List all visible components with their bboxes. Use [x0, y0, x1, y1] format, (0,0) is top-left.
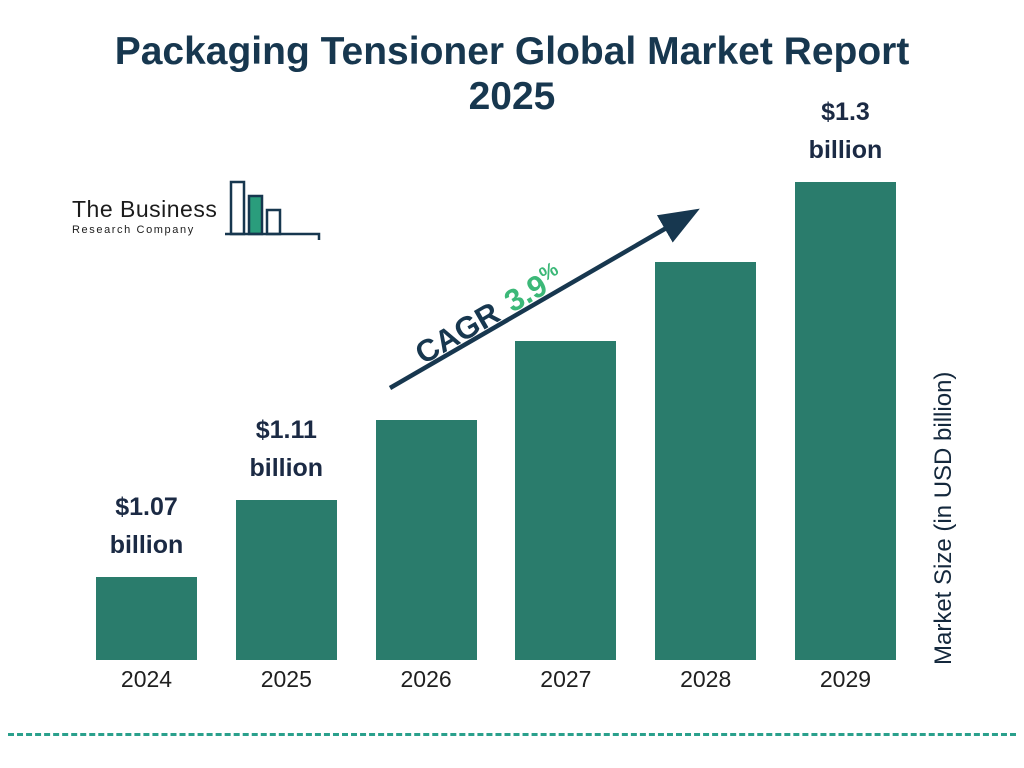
bar-2027	[515, 341, 617, 660]
page-title-line2: 2025	[468, 74, 556, 118]
bar-2029	[794, 182, 896, 660]
bar-value-amount: $1.11	[255, 415, 317, 444]
bar-group-2024: $1.07 billion	[96, 493, 197, 660]
bar-group-2026	[375, 420, 477, 660]
page-title: Packaging Tensioner Global Market Report…	[0, 30, 1024, 120]
bar-value-unit: billion	[249, 454, 324, 483]
company-logo-name: The Business	[72, 196, 218, 222]
company-logo-tagline: Research Company	[72, 224, 195, 236]
bar-value-amount: $1.3	[821, 97, 870, 126]
y-axis-label: Market Size (in USD billion)	[930, 371, 957, 665]
year-label-2025: 2025	[260, 666, 312, 692]
bar-2026	[375, 420, 477, 660]
bar-value-amount: $1.07	[115, 492, 178, 521]
bar-2024	[96, 577, 197, 660]
company-logo: The Business Research Company	[72, 178, 323, 244]
x-axis-labels: 2024 2025 2026 2027 2028 2029	[96, 666, 896, 693]
year-label-2024: 2024	[120, 666, 173, 692]
bar-group-2028	[655, 262, 757, 660]
bottom-dashed-divider	[8, 733, 1016, 736]
year-label-2027: 2027	[540, 666, 592, 692]
year-label-2028: 2028	[680, 666, 732, 692]
bar-group-2029: $1.3 billion	[794, 98, 896, 660]
bar-value-label-2029: $1.3 billion	[735, 93, 955, 171]
page-title-line1: Packaging Tensioner Global Market Report	[114, 30, 910, 73]
bar-value-unit: billion	[808, 136, 883, 165]
bar-value-unit: billion	[109, 531, 184, 560]
bar-2028	[655, 262, 757, 660]
logo-bars-icon	[225, 180, 321, 240]
year-label-2026: 2026	[400, 666, 452, 692]
bar-value-label-2025: $1.11 billion	[176, 411, 396, 489]
bar-2025	[235, 500, 337, 660]
bar-value-label-2024: $1.07 billion	[37, 488, 257, 566]
year-label-2029: 2029	[819, 666, 872, 692]
bar-group-2025: $1.11 billion	[235, 416, 337, 660]
bar-group-2027	[515, 341, 617, 660]
company-logo-text: The Business Research Company	[72, 196, 217, 244]
